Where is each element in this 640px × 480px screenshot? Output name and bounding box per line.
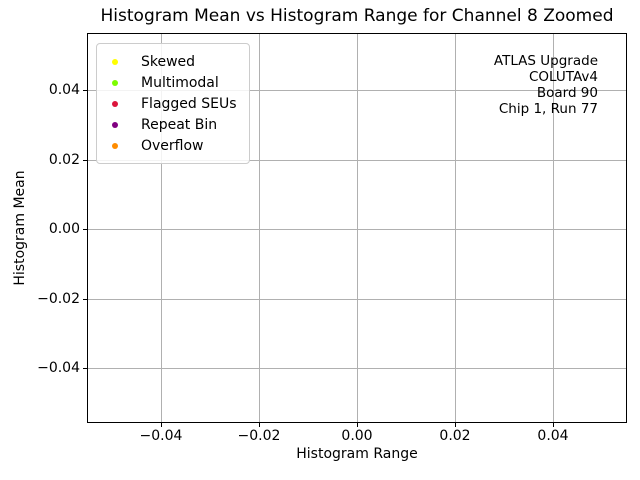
x-tickmark (455, 423, 456, 427)
y-tickmark (83, 229, 87, 230)
legend-label: Overflow (141, 137, 204, 154)
annotation-line: ATLAS Upgrade (493, 53, 598, 69)
x-tick-label: −0.04 (139, 428, 183, 444)
x-gridline (455, 34, 456, 422)
chart-title: Histogram Mean vs Histogram Range for Ch… (100, 6, 614, 26)
legend-item: Overflow (107, 135, 237, 156)
x-gridline (357, 34, 358, 422)
plot-area: Skewed Multimodal Flagged SEUs Repeat Bin Ov… (87, 33, 627, 423)
y-gridline (88, 299, 626, 300)
x-tick-label: 0.00 (341, 428, 373, 444)
y-tick-label: 0.02 (48, 152, 80, 168)
annotation: ATLAS Upgrade COLUTAv4 Board 90 Chip 1, Run… (494, 53, 598, 117)
legend-marker-dot-icon (112, 58, 118, 65)
y-tick-label: −0.04 (37, 360, 80, 376)
y-gridline (88, 160, 626, 161)
y-gridline (88, 229, 626, 230)
legend-label: Flagged SEUs (141, 95, 237, 112)
legend-marker-dot-icon (112, 121, 118, 128)
x-gridline (259, 34, 260, 422)
y-gridline (88, 368, 626, 369)
legend-marker-dot-icon (112, 142, 118, 149)
y-tickmark (83, 160, 87, 161)
legend-label: Skewed (141, 53, 196, 70)
annotation-line: COLUTAv4 (528, 69, 598, 85)
y-tick-label: 0.00 (48, 221, 80, 237)
legend-label: Multimodal (141, 74, 219, 91)
x-tickmark (357, 423, 358, 427)
legend-item: Skewed (107, 51, 237, 72)
annotation-line: Chip 1, Run 77 (498, 101, 598, 117)
legend-item: Flagged SEUs (107, 93, 237, 114)
x-tickmark (161, 423, 162, 427)
x-tick-label: −0.02 (237, 428, 281, 444)
x-tick-label: 0.02 (439, 428, 471, 444)
x-tick-label: 0.04 (537, 428, 569, 444)
y-tickmark (83, 368, 87, 369)
x-axis-label: Histogram Range (296, 446, 418, 462)
y-gridline (88, 90, 626, 91)
y-tickmark (83, 90, 87, 91)
y-tick-label: −0.02 (37, 291, 80, 307)
legend-item: Repeat Bin (107, 114, 237, 135)
y-tickmark (83, 299, 87, 300)
y-tick-label: 0.04 (48, 82, 80, 98)
x-gridline (553, 34, 554, 422)
x-tickmark (553, 423, 554, 427)
legend-marker-dot-icon (112, 79, 118, 86)
legend-item: Multimodal (107, 72, 237, 93)
x-tickmark (259, 423, 260, 427)
x-gridline (161, 34, 162, 422)
legend: Skewed Multimodal Flagged SEUs Repeat Bin Ov… (96, 43, 250, 164)
annotation-line: Board 90 (536, 85, 598, 101)
legend-label: Repeat Bin (141, 116, 218, 133)
legend-marker-dot-icon (112, 100, 118, 107)
